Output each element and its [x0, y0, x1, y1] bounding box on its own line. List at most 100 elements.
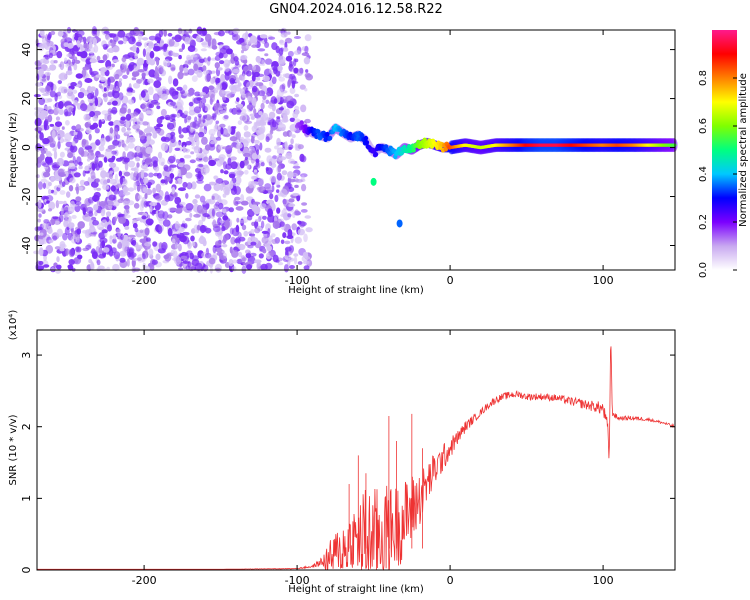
- noise-blob: [97, 59, 105, 64]
- noise-blob: [235, 206, 244, 211]
- noise-blob: [146, 135, 152, 142]
- noise-blob: [68, 185, 74, 192]
- noise-blob: [69, 248, 76, 257]
- noise-blob: [218, 234, 223, 241]
- noise-blob: [112, 234, 117, 240]
- noise-blob: [148, 42, 155, 49]
- noise-blob: [249, 113, 255, 117]
- noise-blob: [293, 253, 299, 257]
- noise-blob: [127, 87, 134, 93]
- noise-blob: [251, 152, 258, 160]
- noise-blob: [38, 87, 45, 91]
- noise-blob: [187, 45, 196, 52]
- noise-blob: [54, 220, 60, 226]
- noise-blob: [178, 226, 185, 232]
- noise-blob: [299, 221, 307, 227]
- noise-blob: [105, 66, 113, 70]
- noise-blob: [66, 92, 75, 100]
- noise-blob: [289, 265, 295, 269]
- noise-blob: [49, 140, 57, 146]
- noise-blob: [78, 161, 83, 166]
- noise-blob: [221, 225, 226, 232]
- noise-blob: [133, 181, 137, 191]
- noise-blob: [277, 65, 283, 72]
- noise-blob: [246, 81, 253, 90]
- noise-blob: [174, 242, 179, 250]
- noise-blob: [75, 124, 82, 131]
- noise-blob: [168, 50, 174, 57]
- snr-y-ticks: 0 1 2 3: [20, 352, 675, 574]
- noise-blob: [300, 104, 307, 113]
- noise-blob: [187, 61, 192, 65]
- noise-blob: [293, 58, 297, 67]
- noise-blob: [227, 157, 232, 166]
- noise-blob: [53, 150, 58, 160]
- noise-blob: [236, 97, 240, 102]
- noise-blob: [269, 67, 272, 74]
- noise-blob: [244, 169, 249, 175]
- noise-blob: [225, 48, 233, 55]
- noise-blob: [63, 88, 68, 93]
- noise-blob: [188, 109, 196, 116]
- noise-blob: [267, 235, 273, 243]
- noise-blob: [187, 115, 192, 121]
- noise-blob: [67, 152, 74, 159]
- noise-blob: [38, 260, 44, 266]
- noise-blob: [295, 179, 303, 183]
- noise-blob: [265, 136, 270, 143]
- noise-blob: [48, 239, 54, 243]
- noise-blob: [117, 80, 122, 88]
- noise-blob: [123, 157, 130, 163]
- noise-blob: [103, 156, 108, 163]
- noise-blob: [220, 110, 227, 114]
- noise-blob: [76, 51, 83, 57]
- noise-blob: [90, 181, 99, 188]
- noise-blob: [172, 105, 178, 109]
- noise-blob: [65, 63, 70, 68]
- noise-blob: [178, 134, 184, 139]
- colorbar-tick-label: 0.4: [698, 166, 709, 182]
- noise-blob: [305, 73, 314, 81]
- noise-blob: [304, 215, 312, 219]
- noise-blob: [229, 84, 236, 91]
- noise-blob: [34, 117, 42, 127]
- noise-blob: [145, 132, 152, 137]
- noise-blob: [135, 47, 140, 54]
- noise-blob: [217, 129, 222, 138]
- noise-blob: [135, 192, 140, 202]
- noise-blob: [255, 149, 260, 155]
- noise-blob: [183, 110, 189, 115]
- noise-blob: [270, 252, 274, 256]
- noise-blob: [172, 78, 179, 87]
- noise-blob: [283, 264, 289, 273]
- noise-blob: [260, 102, 265, 110]
- noise-blob: [141, 150, 145, 155]
- noise-blob: [281, 118, 289, 123]
- noise-blob: [74, 32, 78, 38]
- noise-blob: [73, 62, 78, 71]
- noise-blob: [79, 87, 86, 93]
- noise-blob: [115, 228, 121, 233]
- noise-blob: [201, 42, 208, 46]
- noise-blob: [271, 76, 277, 85]
- noise-blob: [204, 144, 211, 151]
- noise-blob: [179, 157, 185, 163]
- noise-blob: [78, 165, 83, 170]
- noise-blob: [182, 145, 186, 154]
- noise-blob: [287, 228, 293, 238]
- noise-blob: [61, 181, 66, 188]
- noise-blob: [223, 170, 229, 175]
- noise-blob: [111, 247, 117, 254]
- noise-blob: [171, 51, 176, 56]
- noise-blob: [43, 120, 47, 129]
- noise-blob: [236, 103, 244, 108]
- noise-blob: [208, 128, 216, 136]
- noise-blob: [169, 207, 177, 212]
- noise-blob: [243, 230, 249, 237]
- noise-blob: [178, 48, 183, 52]
- noise-blob: [35, 82, 43, 87]
- noise-blob: [274, 194, 279, 203]
- noise-blob: [42, 171, 51, 178]
- noise-blob: [262, 121, 267, 126]
- noise-blob: [76, 228, 82, 235]
